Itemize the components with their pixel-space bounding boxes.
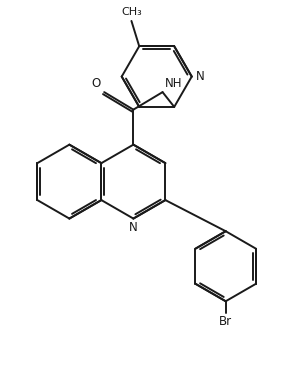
- Text: N: N: [129, 220, 138, 233]
- Text: N: N: [196, 70, 204, 83]
- Text: Br: Br: [219, 315, 232, 328]
- Text: CH₃: CH₃: [121, 7, 142, 17]
- Text: NH: NH: [165, 77, 182, 90]
- Text: O: O: [91, 77, 100, 90]
